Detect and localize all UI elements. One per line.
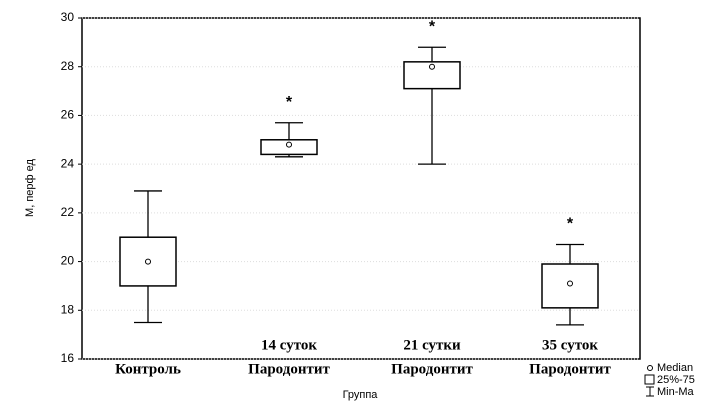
x-tick-sublabel: 14 суток — [261, 337, 317, 353]
x-tick-label: Пародонтит — [529, 361, 611, 377]
legend-box: 25%-75 — [657, 374, 695, 386]
x-tick-label: Контроль — [115, 361, 181, 377]
y-tick-label: 22 — [61, 205, 75, 219]
legend-box-icon — [644, 374, 655, 385]
y-axis-label: М, перф ед — [24, 158, 36, 216]
median — [429, 63, 435, 70]
significance-mark: * — [286, 94, 293, 111]
y-tick-label: 16 — [61, 351, 75, 365]
x-axis-label: Группа — [343, 389, 379, 401]
y-tick-label: 28 — [61, 59, 75, 73]
x-tick-sublabel: 21 сутки — [403, 337, 461, 353]
y-tick-label: 20 — [61, 254, 75, 268]
x-tick-label: Пародонтит — [391, 361, 473, 377]
significance-mark: * — [567, 216, 574, 233]
y-tick-label: 30 — [61, 10, 75, 24]
legend-whisker-icon — [646, 386, 654, 397]
median — [286, 141, 292, 148]
y-tick-label: 24 — [61, 156, 75, 170]
legend-median: Median — [657, 362, 693, 374]
box — [541, 263, 599, 309]
x-tick-sublabel: 35 суток — [542, 337, 598, 353]
y-tick-label: 18 — [61, 302, 75, 316]
median — [145, 258, 151, 265]
significance-mark: * — [429, 18, 436, 35]
legend-whisker: Min-Ma — [657, 386, 695, 398]
x-tick-label: Пародонтит — [248, 361, 330, 377]
y-tick-label: 26 — [61, 108, 75, 122]
legend-median-icon — [647, 365, 653, 371]
median — [567, 280, 573, 287]
